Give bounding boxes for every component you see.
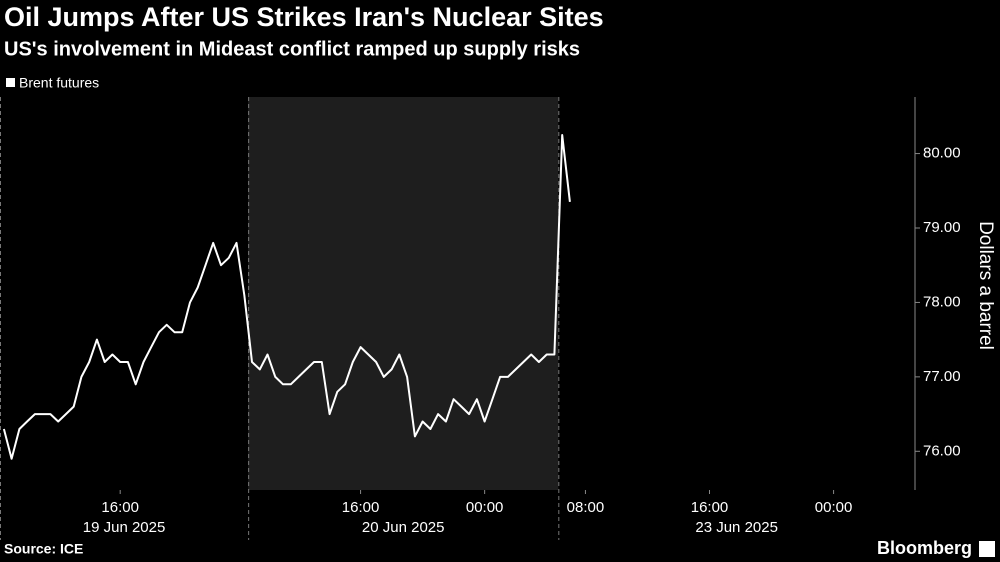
y-tick-label: 79.00 — [923, 219, 961, 236]
x-group-label: 20 Jun 2025 — [362, 519, 445, 536]
price-line — [2, 134, 571, 460]
y-tick-label: 80.00 — [923, 145, 961, 162]
y-tick-label: 76.00 — [923, 442, 961, 459]
x-tick-label: 16:00 — [342, 499, 380, 516]
x-group-label: 19 Jun 2025 — [83, 519, 166, 536]
chart-subtitle: US's involvement in Mideast conflict ram… — [4, 38, 580, 60]
x-tick-label: 00:00 — [466, 499, 504, 516]
legend-swatch — [6, 78, 15, 87]
legend-label: Brent futures — [19, 75, 99, 91]
chart-title: Oil Jumps After US Strikes Iran's Nuclea… — [4, 2, 604, 32]
shaded-region — [248, 97, 559, 490]
x-tick-label: 00:00 — [815, 499, 853, 516]
x-tick-label: 08:00 — [567, 499, 605, 516]
y-axis-title: Dollars a barrel — [975, 221, 996, 350]
brand: Bloomberg — [877, 538, 972, 558]
y-tick-label: 78.00 — [923, 293, 961, 310]
y-tick-label: 77.00 — [923, 368, 961, 385]
brand-icon — [979, 541, 995, 557]
x-tick-label: 16:00 — [101, 499, 139, 516]
source: Source: ICE — [4, 541, 83, 557]
x-tick-label: 16:00 — [691, 499, 729, 516]
x-group-label: 23 Jun 2025 — [695, 519, 778, 536]
legend: Brent futures — [6, 75, 99, 91]
